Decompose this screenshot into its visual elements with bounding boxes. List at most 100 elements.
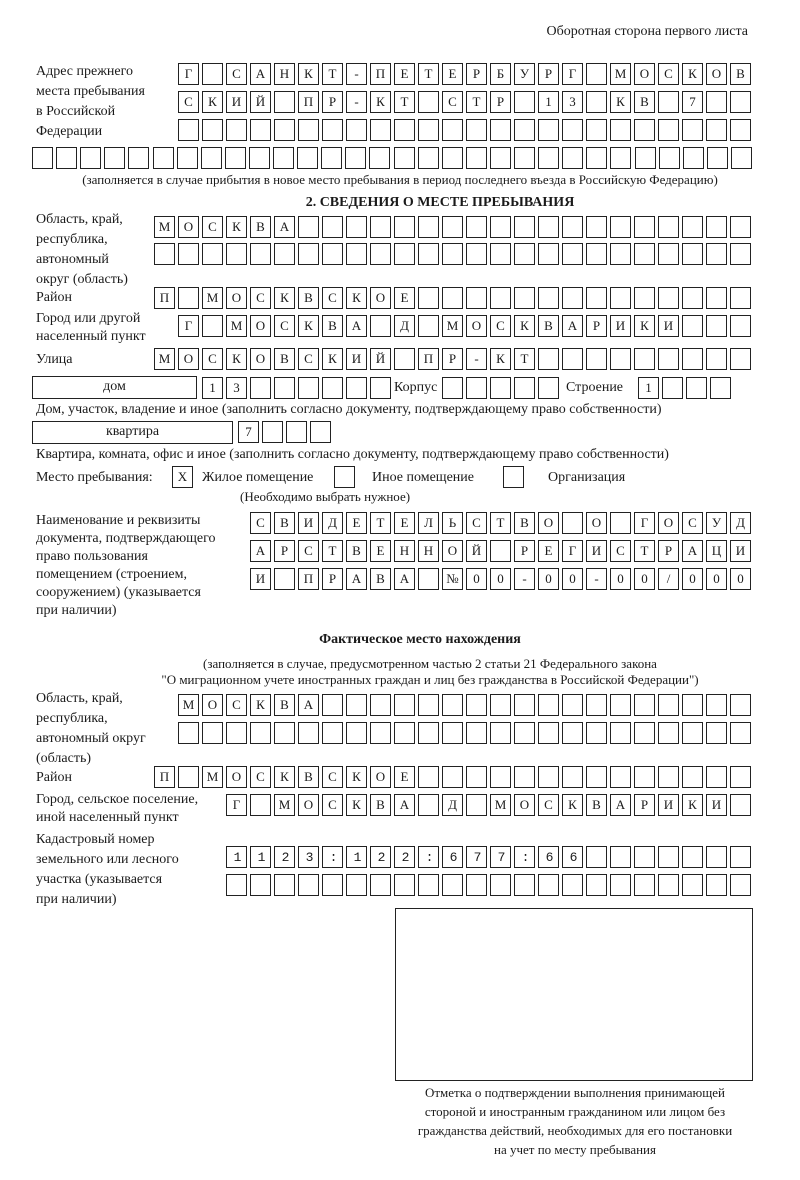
char-cell[interactable]: Е: [394, 766, 415, 788]
char-cell[interactable]: Т: [322, 540, 343, 562]
char-cell[interactable]: [394, 722, 415, 744]
char-cell[interactable]: [706, 216, 727, 238]
char-cell[interactable]: М: [274, 794, 295, 816]
char-cell[interactable]: [250, 119, 271, 141]
char-cell[interactable]: [586, 91, 607, 113]
char-cell[interactable]: [562, 243, 583, 265]
char-cell[interactable]: [706, 348, 727, 370]
char-cell[interactable]: С: [202, 348, 223, 370]
char-cell[interactable]: [490, 540, 511, 562]
char-cell[interactable]: [706, 91, 727, 113]
char-cell[interactable]: [346, 874, 367, 896]
char-cell[interactable]: [178, 119, 199, 141]
char-cell[interactable]: [610, 147, 632, 169]
char-cell[interactable]: [393, 147, 415, 169]
char-cell[interactable]: [226, 119, 247, 141]
char-cell[interactable]: Е: [538, 540, 559, 562]
char-cell[interactable]: [658, 147, 680, 169]
char-cell[interactable]: С: [226, 63, 247, 85]
char-cell[interactable]: Д: [442, 794, 463, 816]
char-cell[interactable]: П: [418, 348, 439, 370]
char-cell[interactable]: Г: [226, 794, 247, 816]
char-cell[interactable]: [202, 722, 223, 744]
char-cell[interactable]: [586, 846, 607, 868]
char-cell[interactable]: [202, 243, 223, 265]
char-cell[interactable]: 1: [538, 91, 559, 113]
char-cell[interactable]: 3: [562, 91, 583, 113]
char-cell[interactable]: [562, 694, 583, 716]
char-cell[interactable]: И: [658, 315, 679, 337]
char-cell[interactable]: [490, 766, 511, 788]
char-cell[interactable]: С: [202, 216, 223, 238]
char-cell[interactable]: С: [274, 315, 295, 337]
char-cell[interactable]: [514, 216, 535, 238]
char-cell[interactable]: Б: [490, 63, 511, 85]
char-cell[interactable]: [706, 846, 727, 868]
char-cell[interactable]: [394, 348, 415, 370]
char-cell[interactable]: [658, 287, 679, 309]
stay-option-other-checkbox[interactable]: [334, 466, 355, 488]
char-cell[interactable]: [490, 216, 511, 238]
char-cell[interactable]: Н: [394, 540, 415, 562]
char-cell[interactable]: [730, 216, 751, 238]
char-cell[interactable]: [538, 874, 559, 896]
char-cell[interactable]: [634, 722, 655, 744]
char-cell[interactable]: С: [322, 794, 343, 816]
char-cell[interactable]: [346, 377, 367, 399]
char-cell[interactable]: [730, 91, 751, 113]
char-cell[interactable]: [610, 874, 631, 896]
char-cell[interactable]: [298, 243, 319, 265]
char-cell[interactable]: К: [346, 794, 367, 816]
char-cell[interactable]: К: [682, 794, 703, 816]
char-cell[interactable]: К: [250, 694, 271, 716]
char-cell[interactable]: [466, 846, 487, 868]
char-cell[interactable]: [226, 874, 247, 896]
char-cell[interactable]: [634, 846, 655, 868]
char-cell[interactable]: [662, 377, 683, 399]
char-cell[interactable]: [322, 377, 343, 399]
char-cell[interactable]: [322, 216, 343, 238]
char-cell[interactable]: [370, 846, 391, 868]
char-cell[interactable]: [658, 694, 679, 716]
char-cell[interactable]: Р: [466, 63, 487, 85]
char-cell[interactable]: [658, 846, 679, 868]
char-cell[interactable]: Т: [394, 91, 415, 113]
char-cell[interactable]: [730, 119, 751, 141]
char-cell[interactable]: [369, 147, 391, 169]
char-cell[interactable]: О: [250, 348, 271, 370]
char-cell[interactable]: [610, 846, 631, 868]
char-cell[interactable]: К: [634, 315, 655, 337]
char-cell[interactable]: [730, 243, 751, 265]
char-cell[interactable]: С: [322, 766, 343, 788]
char-cell[interactable]: [634, 119, 655, 141]
char-cell[interactable]: [706, 243, 727, 265]
char-cell[interactable]: [442, 722, 463, 744]
char-cell[interactable]: 0: [490, 568, 511, 590]
char-cell[interactable]: [586, 287, 607, 309]
char-cell[interactable]: [706, 287, 727, 309]
char-cell[interactable]: [176, 147, 198, 169]
char-cell[interactable]: [658, 91, 679, 113]
char-cell[interactable]: И: [730, 540, 751, 562]
char-cell[interactable]: [682, 694, 703, 716]
char-cell[interactable]: [104, 147, 126, 169]
char-cell[interactable]: О: [298, 794, 319, 816]
char-cell[interactable]: В: [370, 794, 391, 816]
char-cell[interactable]: [370, 315, 391, 337]
char-cell[interactable]: -: [514, 568, 535, 590]
char-cell[interactable]: Р: [442, 348, 463, 370]
char-cell[interactable]: [178, 766, 199, 788]
char-cell[interactable]: К: [202, 91, 223, 113]
char-cell[interactable]: [274, 874, 295, 896]
char-cell[interactable]: [346, 722, 367, 744]
char-cell[interactable]: [586, 348, 607, 370]
char-cell[interactable]: [610, 216, 631, 238]
char-cell[interactable]: [370, 377, 391, 399]
char-cell[interactable]: М: [154, 348, 175, 370]
char-cell[interactable]: С: [178, 91, 199, 113]
char-cell[interactable]: В: [322, 315, 343, 337]
char-cell[interactable]: [346, 243, 367, 265]
char-cell[interactable]: К: [346, 287, 367, 309]
char-cell[interactable]: [418, 91, 439, 113]
char-cell[interactable]: К: [682, 63, 703, 85]
